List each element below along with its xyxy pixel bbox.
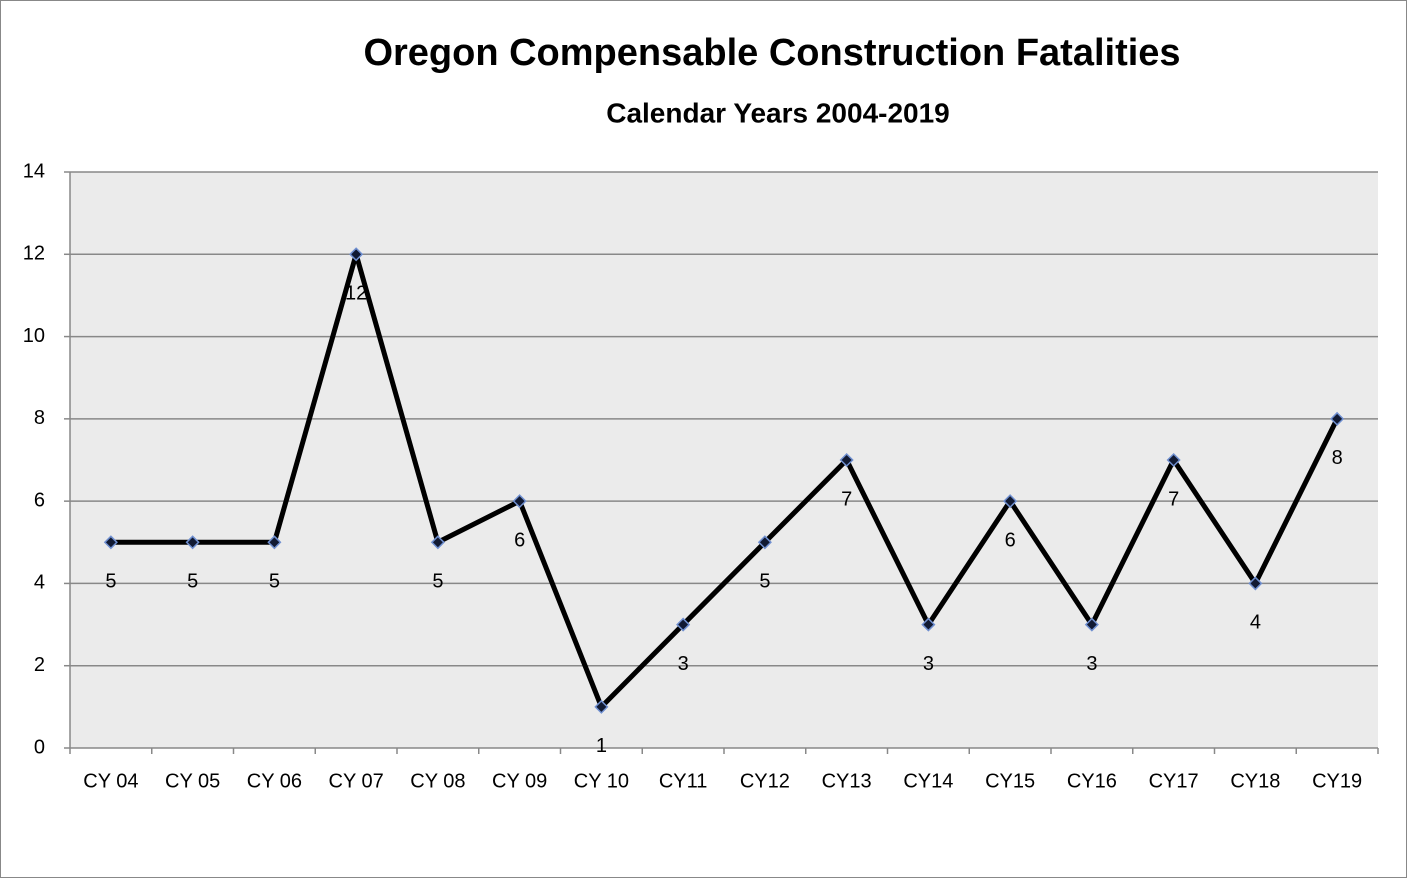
- y-tick-label: 8: [34, 407, 45, 429]
- data-label: 7: [841, 488, 852, 510]
- x-tick-label: CY 04: [83, 770, 138, 792]
- marker: [349, 247, 364, 262]
- y-tick-label: 4: [34, 572, 45, 594]
- marker: [1084, 617, 1099, 632]
- x-tick-label: CY19: [1312, 770, 1362, 792]
- data-label: 3: [1086, 653, 1097, 675]
- data-label: 3: [678, 653, 689, 675]
- x-tick-label: CY13: [822, 770, 872, 792]
- data-label: 7: [1168, 488, 1179, 510]
- x-tick-label: CY 06: [247, 770, 302, 792]
- y-tick-label: 14: [23, 160, 45, 182]
- x-tick-label: CY 07: [329, 770, 384, 792]
- data-label: 8: [1332, 447, 1343, 469]
- marker: [512, 494, 527, 509]
- marker: [594, 699, 609, 714]
- marker: [267, 535, 282, 550]
- marker: [185, 535, 200, 550]
- data-label: 6: [514, 529, 525, 551]
- x-tick-label: CY 05: [165, 770, 220, 792]
- marker: [757, 535, 772, 550]
- data-label: 4: [1250, 612, 1261, 634]
- marker: [1166, 452, 1181, 468]
- data-label: 3: [923, 653, 934, 675]
- marker: [430, 535, 445, 550]
- y-tick-label: 2: [34, 654, 45, 676]
- x-tick-label: CY18: [1230, 770, 1280, 792]
- marker: [1248, 576, 1263, 591]
- data-label: 5: [759, 571, 770, 593]
- marker: [103, 535, 118, 550]
- marker: [1330, 411, 1345, 426]
- plot-area: [70, 172, 1378, 748]
- data-label: 1: [596, 735, 607, 757]
- data-label: 5: [105, 571, 116, 593]
- series-line: [110, 251, 1340, 710]
- y-tick-label: 10: [23, 325, 45, 347]
- x-tick-label: CY12: [740, 770, 790, 792]
- y-tick-label: 6: [34, 489, 45, 511]
- x-tick-label: CY17: [1149, 770, 1199, 792]
- data-label: 6: [1005, 529, 1016, 551]
- chart-title: Oregon Compensable Construction Fataliti…: [363, 32, 1180, 74]
- marker: [921, 617, 936, 632]
- data-label: 5: [187, 571, 198, 593]
- y-tick-label: 12: [23, 243, 45, 265]
- data-label: 5: [432, 571, 443, 593]
- marker: [1003, 494, 1018, 509]
- x-tick-label: CY 10: [574, 770, 629, 792]
- x-tick-label: CY 09: [492, 770, 547, 792]
- marker: [839, 452, 854, 468]
- x-tick-label: CY16: [1067, 770, 1117, 792]
- chart-subtitle: Calendar Years 2004-2019: [606, 97, 950, 128]
- marker: [676, 617, 691, 632]
- x-tick-label: CY11: [659, 770, 708, 792]
- data-label: 5: [269, 571, 280, 593]
- x-tick-label: CY14: [903, 770, 953, 792]
- x-tick-label: CY15: [985, 770, 1035, 792]
- x-tick-label: CY 08: [410, 770, 465, 792]
- data-label: 12: [345, 283, 367, 305]
- y-tick-label: 0: [34, 736, 45, 758]
